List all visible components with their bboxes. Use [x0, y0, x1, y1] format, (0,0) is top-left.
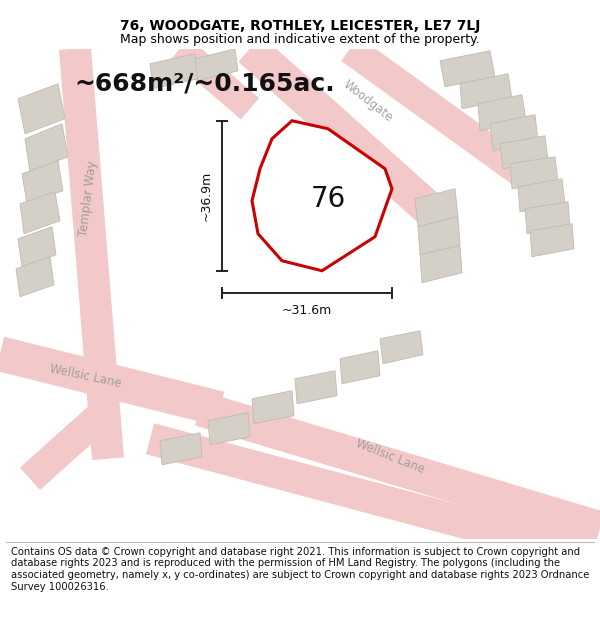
Polygon shape [295, 371, 337, 404]
Polygon shape [252, 121, 392, 271]
Polygon shape [518, 179, 565, 212]
Polygon shape [252, 391, 294, 424]
Text: Map shows position and indicative extent of the property.: Map shows position and indicative extent… [120, 33, 480, 46]
Polygon shape [59, 48, 124, 460]
Polygon shape [510, 157, 558, 189]
Text: Templar Way: Templar Way [77, 160, 99, 238]
Polygon shape [460, 74, 512, 109]
Text: Wellsic Lane: Wellsic Lane [48, 362, 122, 390]
Polygon shape [341, 37, 539, 191]
Polygon shape [20, 398, 118, 490]
Polygon shape [500, 136, 548, 169]
Polygon shape [195, 392, 600, 546]
Polygon shape [208, 412, 250, 445]
Polygon shape [18, 84, 65, 134]
Text: ~668m²/~0.165ac.: ~668m²/~0.165ac. [74, 72, 335, 96]
Text: ~36.9m: ~36.9m [199, 171, 212, 221]
Polygon shape [16, 257, 54, 297]
Polygon shape [490, 115, 538, 151]
Polygon shape [525, 202, 570, 234]
Polygon shape [146, 423, 600, 574]
Polygon shape [18, 227, 56, 267]
Polygon shape [415, 189, 458, 227]
Polygon shape [478, 95, 526, 131]
Text: ~31.6m: ~31.6m [282, 304, 332, 318]
Polygon shape [280, 181, 348, 224]
Polygon shape [340, 351, 380, 384]
Text: Woodgate: Woodgate [341, 78, 395, 124]
Text: 76, WOODGATE, ROTHLEY, LEICESTER, LE7 7LJ: 76, WOODGATE, ROTHLEY, LEICESTER, LE7 7L… [120, 19, 480, 33]
Polygon shape [380, 331, 423, 364]
Text: 76: 76 [310, 185, 346, 213]
Polygon shape [150, 54, 198, 89]
Polygon shape [22, 161, 63, 204]
Polygon shape [420, 246, 462, 282]
Polygon shape [0, 337, 224, 426]
Polygon shape [440, 51, 495, 87]
Polygon shape [418, 217, 460, 255]
Polygon shape [171, 38, 259, 119]
Polygon shape [195, 49, 238, 81]
Polygon shape [160, 432, 202, 465]
Polygon shape [530, 224, 574, 257]
Polygon shape [238, 36, 452, 232]
Text: Wellsic Lane: Wellsic Lane [354, 437, 426, 476]
Polygon shape [20, 192, 60, 234]
Polygon shape [25, 124, 68, 172]
Text: Contains OS data © Crown copyright and database right 2021. This information is : Contains OS data © Crown copyright and d… [11, 547, 589, 592]
